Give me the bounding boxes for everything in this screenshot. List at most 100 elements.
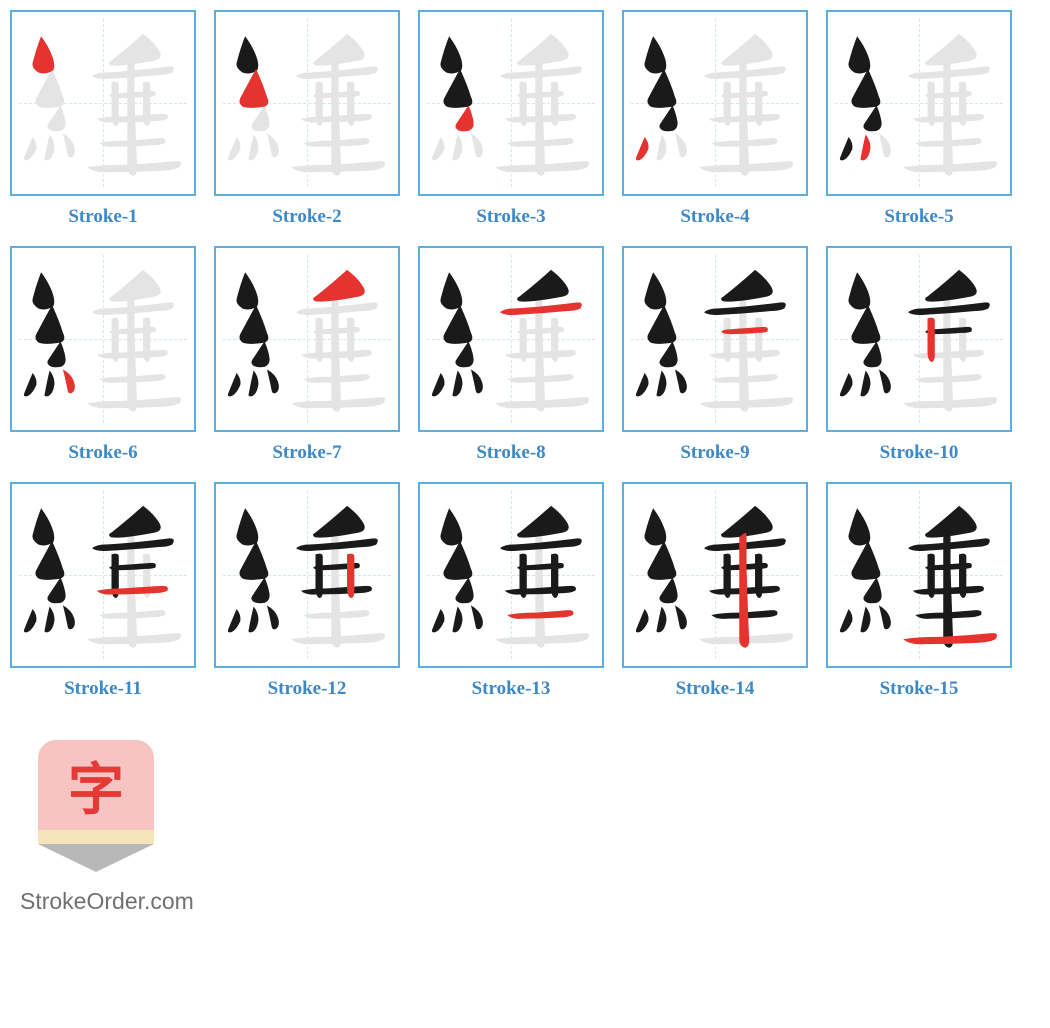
- site-logo: 字: [38, 740, 154, 868]
- drawn-stroke: [647, 541, 676, 580]
- character-svg: [216, 248, 398, 430]
- stroke-label: Stroke-13: [472, 678, 551, 700]
- logo-band: [38, 830, 154, 844]
- drawn-stroke: [443, 305, 472, 344]
- ghost-stroke: [109, 270, 161, 302]
- stroke-box: [214, 10, 400, 196]
- stroke-cell: Stroke-3: [418, 10, 604, 228]
- stroke-cell: Stroke-11: [10, 482, 196, 700]
- stroke-label: Stroke-14: [676, 678, 755, 700]
- drawn-stroke: [863, 341, 881, 367]
- drawn-stroke: [471, 369, 483, 393]
- current-stroke: [313, 270, 365, 302]
- ghost-stroke: [251, 105, 269, 131]
- drawn-stroke: [657, 607, 667, 633]
- drawn-stroke: [647, 305, 676, 344]
- drawn-stroke: [24, 609, 37, 632]
- character-svg: [828, 12, 1010, 194]
- stroke-grid: Stroke-1Stroke-2Stroke-3Stroke-4Stroke-5…: [10, 10, 1040, 700]
- drawn-stroke: [313, 506, 365, 538]
- drawn-stroke: [659, 105, 677, 131]
- drawn-stroke: [551, 554, 558, 598]
- stroke-box: [622, 482, 808, 668]
- stroke-label: Stroke-15: [880, 678, 959, 700]
- stroke-label: Stroke-11: [64, 678, 142, 700]
- current-stroke: [455, 105, 473, 131]
- stroke-cell: Stroke-7: [214, 246, 400, 464]
- drawn-stroke: [35, 541, 64, 580]
- stroke-cell: Stroke-4: [622, 10, 808, 228]
- stroke-box: [622, 10, 808, 196]
- ghost-stroke: [453, 135, 463, 161]
- character-svg: [420, 12, 602, 194]
- ghost-stroke: [63, 133, 75, 157]
- current-stroke: [927, 318, 934, 362]
- character-svg: [216, 12, 398, 194]
- character-svg: [624, 12, 806, 194]
- stroke-label: Stroke-3: [476, 206, 545, 228]
- stroke-box: [418, 246, 604, 432]
- drawn-stroke: [879, 369, 891, 393]
- drawn-stroke: [755, 554, 762, 598]
- stroke-cell: Stroke-6: [10, 246, 196, 464]
- stroke-label: Stroke-10: [880, 442, 959, 464]
- stroke-cell: Stroke-14: [622, 482, 808, 700]
- drawn-stroke: [432, 373, 445, 396]
- drawn-stroke: [721, 270, 773, 302]
- drawn-stroke: [251, 341, 269, 367]
- stroke-box: [826, 10, 1012, 196]
- ghost-stroke: [675, 133, 687, 157]
- drawn-stroke: [239, 305, 268, 344]
- drawn-stroke: [675, 369, 687, 393]
- drawn-stroke: [517, 506, 569, 538]
- ghost-stroke: [24, 137, 37, 160]
- current-stroke: [239, 69, 268, 108]
- current-stroke: [63, 369, 75, 393]
- stroke-box: [826, 246, 1012, 432]
- ghost-stroke: [347, 82, 354, 126]
- drawn-stroke: [440, 508, 462, 545]
- stroke-box: [418, 482, 604, 668]
- stroke-label: Stroke-4: [680, 206, 749, 228]
- drawn-stroke: [249, 607, 259, 633]
- stroke-cell: Stroke-5: [826, 10, 1012, 228]
- stroke-box: [10, 482, 196, 668]
- drawn-stroke: [228, 373, 241, 396]
- drawn-stroke: [851, 69, 880, 108]
- drawn-stroke: [267, 605, 279, 629]
- logo-pencil-tip-icon: [38, 844, 154, 872]
- drawn-stroke: [455, 577, 473, 603]
- character-svg: [624, 248, 806, 430]
- ghost-stroke: [347, 318, 354, 362]
- ghost-stroke: [143, 318, 150, 362]
- drawn-stroke: [432, 609, 445, 632]
- drawn-stroke: [249, 371, 259, 397]
- drawn-stroke: [848, 36, 870, 73]
- drawn-stroke: [675, 605, 687, 629]
- logo-character: 字: [38, 740, 154, 830]
- drawn-stroke: [863, 105, 881, 131]
- stroke-label: Stroke-6: [68, 442, 137, 464]
- character-svg: [12, 12, 194, 194]
- drawn-stroke: [659, 577, 677, 603]
- drawn-stroke: [236, 508, 258, 545]
- drawn-stroke: [644, 36, 666, 73]
- drawn-stroke: [721, 506, 773, 538]
- ghost-stroke: [228, 137, 241, 160]
- drawn-stroke: [647, 69, 676, 108]
- stroke-box: [418, 10, 604, 196]
- drawn-stroke: [848, 508, 870, 545]
- stroke-cell: Stroke-13: [418, 482, 604, 700]
- drawn-stroke: [453, 371, 463, 397]
- drawn-stroke: [45, 607, 55, 633]
- drawn-stroke: [443, 69, 472, 108]
- stroke-box: [10, 10, 196, 196]
- drawn-stroke: [636, 373, 649, 396]
- footer: 字 StrokeOrder.com: [10, 740, 1040, 915]
- character-svg: [12, 248, 194, 430]
- drawn-stroke: [440, 272, 462, 309]
- ghost-stroke: [109, 34, 161, 66]
- stroke-cell: Stroke-1: [10, 10, 196, 228]
- ghost-stroke: [959, 318, 966, 362]
- drawn-stroke: [24, 373, 37, 396]
